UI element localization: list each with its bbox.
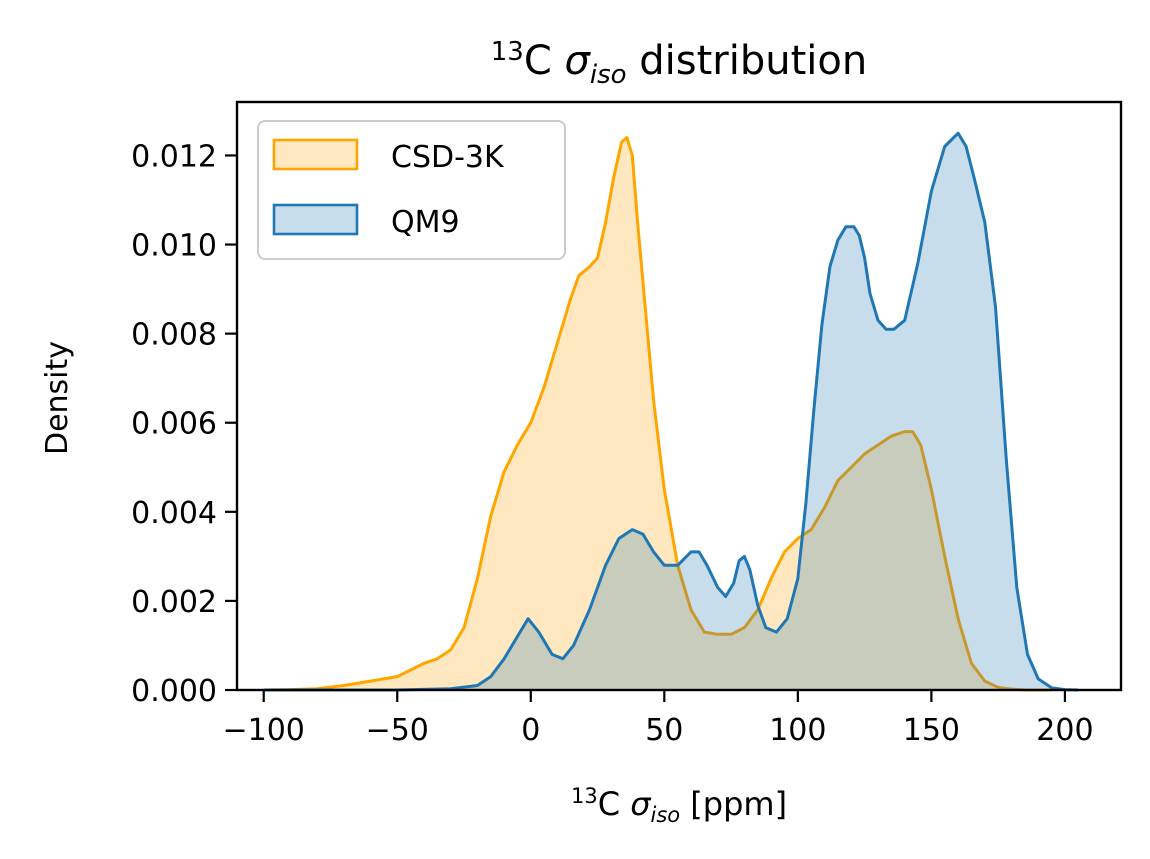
y-tick-label: 0.000 — [131, 674, 217, 709]
legend-label-csd3k: CSD-3K — [391, 140, 505, 175]
y-tick-label: 0.004 — [131, 496, 217, 531]
x-tick-label: −50 — [366, 713, 429, 748]
x-tick-label: −100 — [223, 713, 305, 748]
series-line-qm9 — [263, 131, 1079, 692]
series-layer — [263, 131, 1079, 692]
legend-swatch-qm9 — [272, 203, 359, 236]
title-rest: distribution — [627, 38, 868, 84]
x-tick-label: 150 — [903, 713, 960, 748]
xlabel-rest: [ppm] — [680, 785, 787, 823]
y-tick-label: 0.010 — [131, 229, 217, 264]
x-tick-label: 50 — [645, 713, 683, 748]
title-sup: 13 — [491, 37, 524, 67]
plot-frame — [235, 100, 1123, 692]
xlabel-sup: 13 — [571, 784, 598, 808]
legend-label-qm9: QM9 — [391, 205, 460, 240]
x-tick-label: 100 — [769, 713, 826, 748]
xlabel-base: C — [598, 785, 631, 823]
y-axis-label: Density — [40, 341, 75, 455]
legend-swatch-csd3k — [272, 138, 359, 171]
y-tick-label: 0.008 — [131, 318, 217, 353]
x-tick-label: 0 — [521, 713, 540, 748]
x-axis-label: 13C σiso [ppm] — [571, 784, 787, 827]
title-base: C — [524, 38, 565, 84]
series-area-csd3k — [263, 137, 1052, 691]
legend: CSD-3K QM9 — [257, 120, 566, 260]
legend-box — [257, 120, 566, 260]
series-area-qm9 — [263, 133, 1079, 690]
title-sym: σ — [565, 38, 592, 84]
x-tick-label: 200 — [1036, 713, 1093, 748]
series-line-csd3k — [263, 136, 1052, 692]
y-tick-label: 0.012 — [131, 139, 217, 174]
y-tick-label: 0.002 — [131, 585, 217, 620]
x-axis-ticks: −100 −50 0 50 100 150 200 — [223, 690, 1094, 748]
y-axis-ticks: 0.000 0.002 0.004 0.006 0.008 0.010 0.012 — [131, 139, 237, 709]
chart-title: 13C σiso distribution — [491, 37, 867, 90]
title-sub: iso — [590, 60, 627, 90]
xlabel-sub: iso — [650, 803, 680, 827]
xlabel-sym: σ — [630, 785, 652, 823]
y-tick-label: 0.006 — [131, 407, 217, 442]
